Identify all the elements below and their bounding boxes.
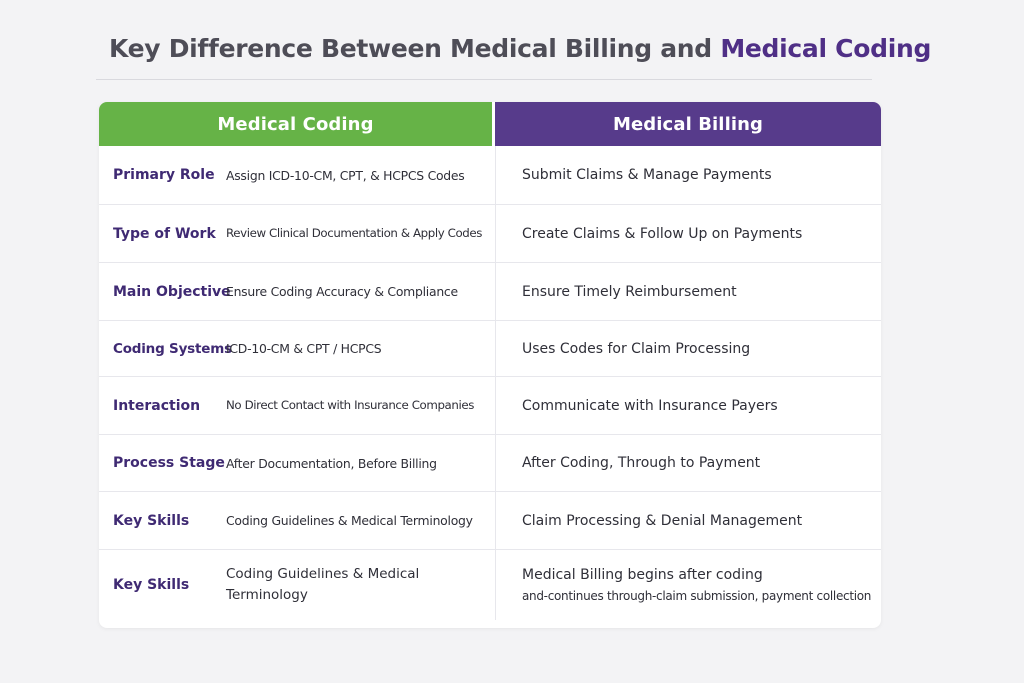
row-label: Coding Systems: [113, 340, 232, 357]
title-divider: [96, 79, 872, 80]
row-label: Type of Work: [113, 225, 216, 242]
billing-cell: Submit Claims & Manage Payments: [522, 167, 772, 183]
coding-cell: Ensure Coding Accuracy & Compliance: [226, 284, 458, 299]
table-row-coding-systems: Coding Systems ICD-10-CM & CPT / HCPCS U…: [99, 321, 881, 376]
table-row-interaction: Interaction No Direct Contact with Insur…: [99, 377, 881, 434]
table-row-key-skills-2: Key Skills Coding Guidelines & Medical T…: [99, 550, 881, 620]
row-divider: [99, 549, 881, 550]
billing-line-1: Medical Billing begins after coding: [522, 567, 763, 583]
row-label: Process Stage: [113, 455, 225, 471]
row-label: Key Skills: [113, 577, 190, 593]
table-row-key-skills: Key Skills Coding Guidelines & Medical T…: [99, 492, 881, 549]
header-medical-billing: Medical Billing: [495, 102, 881, 146]
table-row-process-stage: Process Stage After Documentation, Befor…: [99, 435, 881, 491]
billing-cell: Ensure Timely Reimbursement: [522, 283, 737, 300]
billing-cell: Medical Billing begins after coding and-…: [522, 550, 874, 620]
table-row-type-of-work: Type of Work Review Clinical Documentati…: [99, 205, 881, 262]
row-label: Key Skills: [113, 512, 190, 529]
row-divider: [99, 262, 881, 263]
title-part-2: Medical Coding: [720, 34, 932, 63]
billing-cell: Communicate with Insurance Payers: [522, 397, 778, 414]
row-label: Interaction: [113, 397, 201, 414]
row-divider: [99, 434, 881, 435]
billing-cell: Create Claims & Follow Up on Payments: [522, 225, 803, 242]
billing-cell: Uses Codes for Claim Processing: [522, 340, 751, 357]
page-title: Key Difference Between Medical Billing a…: [109, 34, 931, 63]
title-part-1: Key Difference Between Medical Billing a…: [109, 34, 721, 63]
column-divider: [495, 146, 496, 620]
coding-cell: After Documentation, Before Billing: [226, 455, 437, 471]
comparison-table: Medical Coding Medical Billing Primary R…: [99, 102, 881, 628]
coding-cell: ICD-10-CM & CPT / HCPCS: [226, 341, 382, 356]
header-medical-coding: Medical Coding: [99, 102, 492, 146]
billing-line-2: and-continues through-claim submission, …: [522, 589, 872, 603]
row-divider: [99, 491, 881, 492]
table-row-primary-role: Primary Role Assign ICD-10-CM, CPT, & HC…: [99, 146, 881, 204]
coding-cell: Review Clinical Documentation & Apply Co…: [226, 226, 482, 240]
coding-cell: Coding Guidelines & Medical Terminology: [226, 566, 420, 603]
row-divider: [99, 376, 881, 377]
billing-cell: After Coding, Through to Payment: [522, 455, 761, 471]
coding-cell: Coding Guidelines & Medical Terminology: [226, 513, 473, 528]
billing-cell: Claim Processing & Denial Management: [522, 512, 803, 529]
coding-cell: Assign ICD-10-CM, CPT, & HCPCS Codes: [226, 167, 465, 183]
row-label: Primary Role: [113, 167, 215, 183]
table-row-main-objective: Main Objective Ensure Coding Accuracy & …: [99, 263, 881, 320]
row-label: Main Objective: [113, 283, 231, 300]
row-divider: [99, 320, 881, 321]
row-divider: [99, 204, 881, 205]
coding-cell: No Direct Contact with Insurance Compani…: [226, 398, 474, 412]
